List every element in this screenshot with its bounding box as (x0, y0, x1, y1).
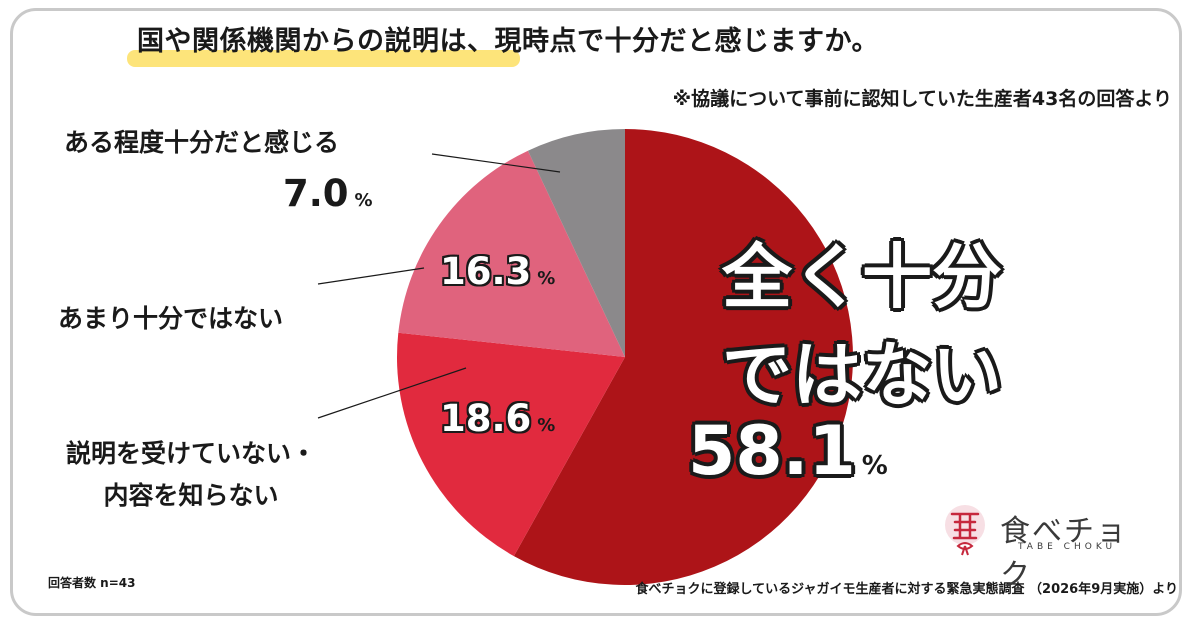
brand-logo: 食べチョク TABE CHOKU (940, 500, 1140, 593)
value-not-explained: 18.6% (440, 397, 555, 440)
leader-line-not-explained (317, 367, 467, 419)
label-not-at-all-line1: 全く十分 (722, 236, 1002, 318)
slice-not-at-all (513, 129, 853, 585)
label-not-explained: 説明を受けていない・ 内容を知らない (66, 433, 316, 517)
leader-line-not-very (317, 267, 425, 285)
value-not-at-all: 58.1% (688, 412, 888, 491)
percent-unit: % (354, 190, 373, 211)
card-frame (10, 8, 1182, 616)
tabechoku-logo-mark-icon (945, 505, 985, 556)
logo-text: 食べチョク (1000, 514, 1128, 593)
label-not-explained-line2: 内容を知らない (103, 481, 279, 510)
label-some-sufficient: ある程度十分だと感じる (64, 128, 340, 157)
respondent-count: 回答者数 n=43 (48, 576, 136, 590)
chart-subtitle: ※協議について事前に認知していた生産者43名の回答より (672, 88, 1172, 110)
logo-subtext: TABE CHOKU (1018, 542, 1117, 552)
title-highlight (127, 50, 520, 67)
value-not-explained-number: 18.6 (440, 397, 532, 440)
label-not-at-all: 全く十分 ではない (722, 228, 1002, 424)
percent-unit: % (537, 415, 556, 436)
value-not-very-number: 16.3 (440, 250, 532, 293)
percent-unit: % (861, 451, 888, 481)
value-not-very: 16.3% (440, 250, 555, 293)
percent-unit: % (537, 268, 556, 289)
value-some-sufficient: 7.0% (283, 172, 373, 215)
label-not-explained-line1: 説明を受けていない・ (66, 439, 317, 468)
chart-title: 国や関係機関からの説明は、現時点で十分だと感じますか。 (137, 26, 879, 57)
slice-some-sufficient (527, 129, 625, 357)
value-some-sufficient-number: 7.0 (283, 172, 349, 215)
value-not-at-all-number: 58.1 (688, 412, 856, 491)
source-note: 食べチョクに登録しているジャガイモ生産者に対する緊急実態調査 （2026年9月実… (635, 582, 1178, 597)
label-not-at-all-line2: ではない (722, 334, 1002, 416)
label-not-very: あまり十分ではない (58, 304, 284, 333)
slice-not-very (398, 150, 625, 357)
leader-line-some-sufficient (431, 153, 561, 173)
slice-not-explained (397, 332, 625, 557)
